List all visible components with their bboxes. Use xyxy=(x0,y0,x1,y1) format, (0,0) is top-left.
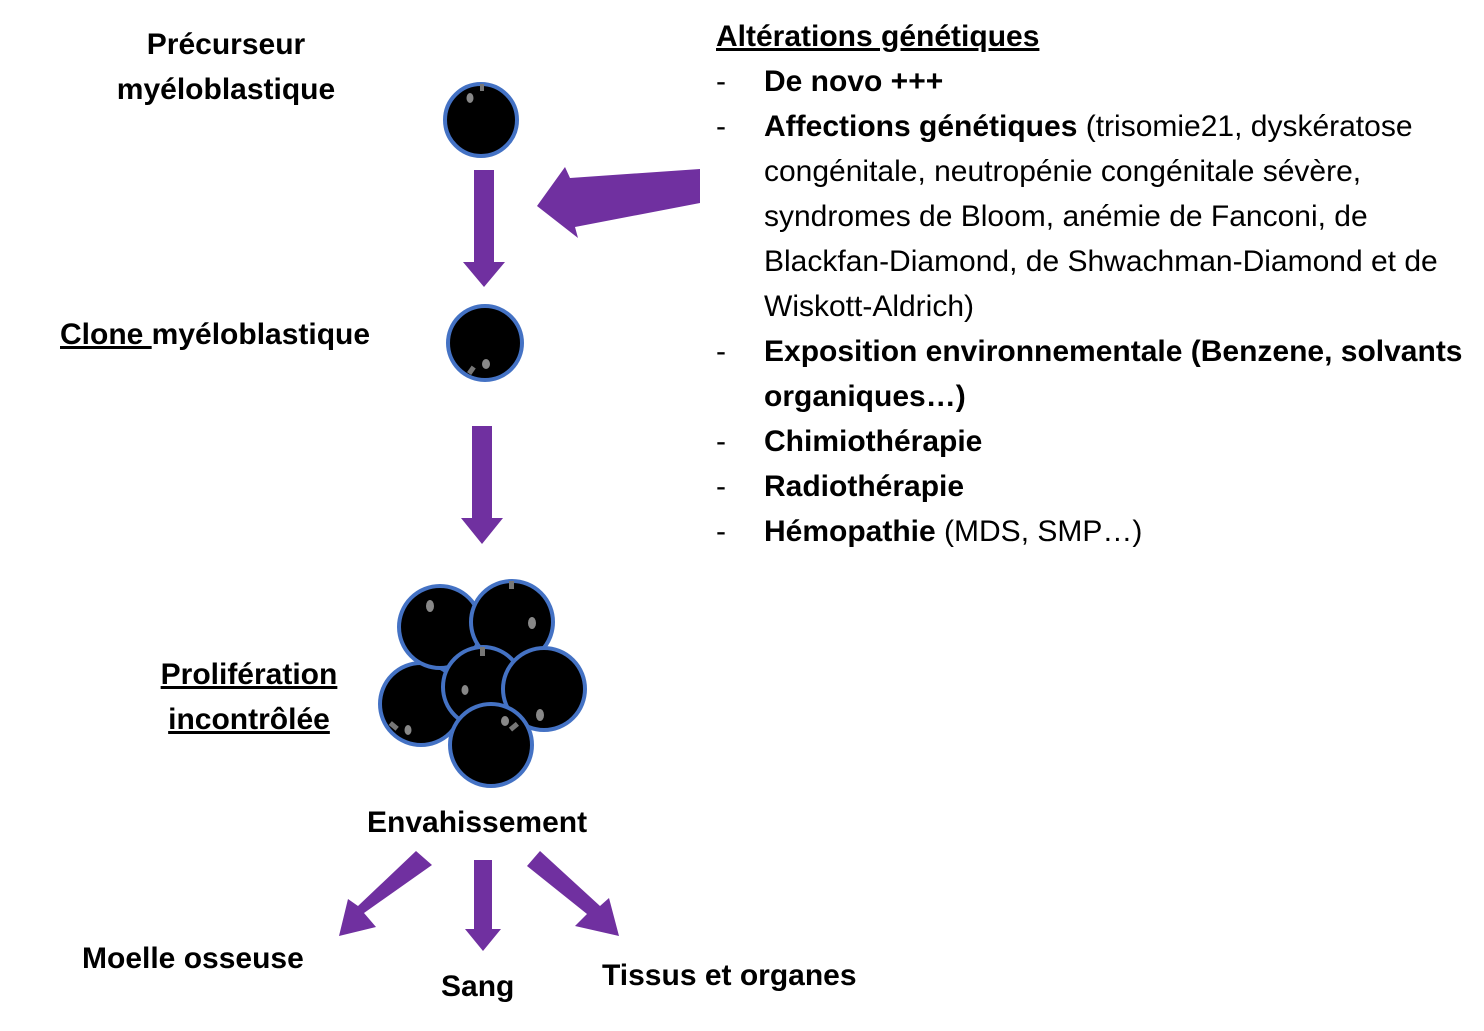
arrow-to-bone-marrow xyxy=(339,851,432,936)
clone-cell xyxy=(446,304,524,382)
proliferation-label-line2: incontrôlée xyxy=(168,703,330,736)
list-item-text: (trisomie21, dyskératose congénitale, ne… xyxy=(764,110,1438,323)
list-item-bold: Radiothérapie xyxy=(764,470,965,503)
list-item-bold: Exposition environnementale (Benzene, so… xyxy=(764,335,1463,413)
bone-marrow-label: Moelle osseuse xyxy=(82,942,304,975)
cluster-cell xyxy=(448,702,534,788)
precursor-cell xyxy=(443,82,519,158)
genetic-alterations-list: - De novo +++ - Affections génétiques (tri… xyxy=(716,59,1476,554)
cluster-cell xyxy=(501,646,587,732)
arrow-to-blood xyxy=(465,860,501,951)
list-item: - Chimiothérapie xyxy=(716,419,1476,464)
invasion-label: Envahissement xyxy=(367,806,588,839)
list-item-bold: Hémopathie xyxy=(764,515,936,548)
list-item: - Hémopathie (MDS, SMP…) xyxy=(716,509,1476,554)
genetic-alterations-title: Altérations génétiques xyxy=(716,20,1040,53)
precursor-label-line1: Précurseur xyxy=(146,28,306,61)
list-item-bold: Chimiothérapie xyxy=(764,425,983,458)
arrow-clone-to-proliferation xyxy=(461,426,503,544)
list-dash: - xyxy=(716,65,726,98)
genetic-alterations-panel: Altérations génétiques - De novo +++ - Aff… xyxy=(716,14,1476,554)
list-item: - De novo +++ xyxy=(716,59,1476,104)
cell-cluster xyxy=(378,579,587,788)
precursor-label-line2: myéloblastique xyxy=(116,73,336,106)
list-dash: - xyxy=(716,470,726,503)
precursor-label: Précurseur myéloblastique xyxy=(96,22,356,112)
list-dash: - xyxy=(716,425,726,458)
flow-arrows xyxy=(339,167,700,951)
tissues-label: Tissus et organes xyxy=(602,959,857,992)
arrow-to-tissues xyxy=(527,851,619,936)
list-item-text: (MDS, SMP…) xyxy=(935,515,1143,548)
list-dash: - xyxy=(716,335,726,368)
clone-label: Clone myéloblastique xyxy=(60,312,370,357)
proliferation-label: Prolifération incontrôlée xyxy=(139,652,359,742)
clone-label-rest: myéloblastique xyxy=(151,318,371,351)
blood-label: Sang xyxy=(441,970,515,1003)
list-item-bold: Affections génétiques xyxy=(764,110,1078,143)
list-item: - Affections génétiques (trisomie21, dysk… xyxy=(716,104,1476,329)
clone-label-underlined: Clone xyxy=(60,318,152,351)
list-item: - Exposition environnementale (Benzene, s… xyxy=(716,329,1476,419)
list-item-bold: De novo +++ xyxy=(764,65,944,98)
arrow-genetics-to-flow xyxy=(537,167,700,238)
arrow-precursor-to-clone xyxy=(463,170,505,287)
proliferation-label-line1: Prolifération xyxy=(160,658,338,691)
list-dash: - xyxy=(716,515,726,548)
list-dash: - xyxy=(716,110,726,143)
list-item: - Radiothérapie xyxy=(716,464,1476,509)
